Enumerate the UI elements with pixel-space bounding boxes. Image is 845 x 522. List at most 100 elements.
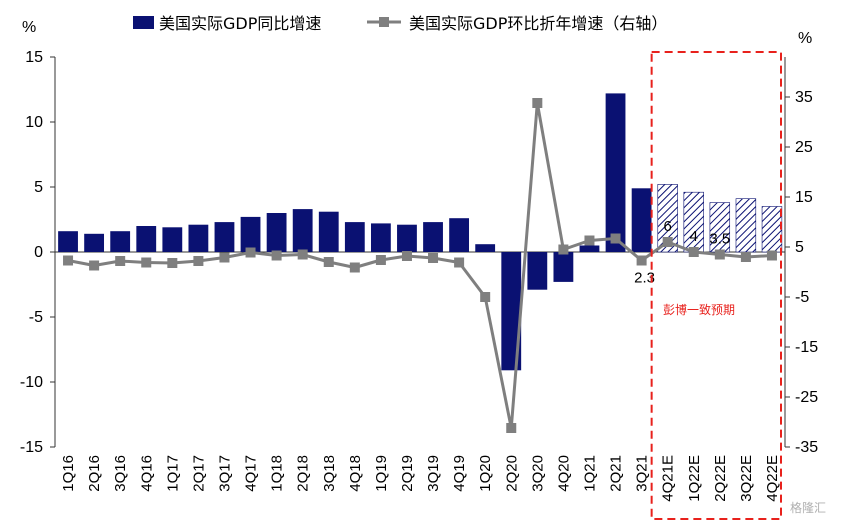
bar — [214, 222, 235, 252]
line-point — [584, 235, 595, 246]
bar — [501, 252, 522, 371]
bar — [475, 244, 496, 252]
category-label: 3Q19 — [425, 455, 442, 492]
bar — [188, 224, 209, 252]
bar — [136, 226, 157, 252]
category-label: 2Q22E — [712, 455, 729, 502]
line-point — [219, 252, 230, 263]
left-tick-label: -10 — [20, 374, 43, 391]
category-label: 1Q21 — [581, 455, 598, 492]
line-series-path — [67, 101, 773, 430]
data-label: 6 — [664, 218, 672, 235]
category-label: 1Q17 — [164, 455, 181, 492]
category-label: 2Q20 — [503, 455, 520, 492]
category-label: 3Q16 — [112, 455, 129, 492]
line-point — [401, 251, 412, 261]
left-tick-label: 5 — [34, 179, 43, 196]
category-label: 1Q22E — [686, 455, 703, 502]
line-point — [297, 249, 308, 260]
left-tick-label: 0 — [34, 244, 43, 261]
line-point — [662, 237, 673, 247]
right-tick-label: -15 — [795, 339, 818, 356]
left-tick-label: 10 — [25, 114, 43, 131]
category-label: 3Q17 — [216, 455, 233, 492]
category-label: 3Q22E — [738, 455, 755, 502]
left-tick-label: -5 — [29, 309, 43, 326]
line-point — [349, 262, 360, 273]
right-tick-label: -5 — [795, 289, 809, 306]
bar — [631, 188, 652, 252]
category-label: 3Q18 — [321, 455, 338, 492]
forecast-bar — [735, 198, 757, 253]
line-point — [480, 292, 491, 302]
category-label: 2Q17 — [190, 455, 207, 492]
line-point — [532, 98, 543, 108]
bar — [292, 209, 313, 252]
bar — [58, 231, 78, 252]
category-label: 3Q21 — [634, 455, 651, 492]
right-tick-label: 35 — [795, 89, 813, 106]
category-label: 1Q19 — [373, 455, 390, 492]
line-point — [245, 247, 256, 258]
line-point — [688, 247, 699, 257]
category-label: 4Q18 — [347, 455, 364, 492]
right-tick-label: 5 — [795, 239, 804, 256]
line-point — [740, 252, 751, 262]
category-label: 3Q20 — [529, 455, 546, 492]
left-tick-label: -15 — [20, 439, 43, 456]
category-label: 4Q20 — [555, 455, 572, 492]
left-axis-ticks: -15 -10 -5 0 5 10 15 — [20, 49, 55, 456]
bar — [397, 224, 417, 252]
category-label: 2Q21 — [608, 455, 625, 492]
bar — [370, 223, 391, 252]
bar — [553, 252, 574, 282]
line-point — [636, 255, 647, 266]
data-labels: 2.3 6 4 3.5 — [634, 218, 730, 287]
watermark: 格隆汇 — [790, 500, 826, 515]
category-label: 1Q20 — [477, 455, 494, 492]
line-point — [323, 257, 334, 267]
category-label: 4Q22E — [764, 455, 781, 502]
bar — [266, 213, 287, 252]
left-axis-unit: % — [22, 19, 36, 36]
line-series — [63, 98, 777, 433]
right-tick-label: 15 — [795, 189, 813, 206]
line-point — [766, 250, 777, 261]
forecast-bar — [657, 184, 678, 253]
line-point — [271, 250, 282, 261]
line-point — [610, 233, 621, 244]
line-point — [63, 255, 74, 266]
bar — [110, 231, 131, 252]
data-label: 4 — [690, 228, 698, 245]
line-point — [193, 256, 204, 266]
forecast-bar — [761, 206, 783, 253]
line-point — [375, 255, 386, 265]
line-point — [454, 257, 465, 268]
bar — [318, 211, 339, 252]
legend-bar-swatch — [133, 16, 154, 29]
legend: 美国实际GDP同比增速 美国实际GDP环比折年增速（右轴） — [133, 14, 667, 33]
bar — [579, 245, 600, 252]
right-axis-ticks: -35 -25 -15 -5 5 15 25 35 — [785, 89, 818, 456]
category-label: 2Q16 — [86, 455, 103, 492]
line-point — [89, 260, 100, 271]
data-label: 2.3 — [634, 270, 655, 287]
forecast-annotation: 彭博一致预期 — [663, 302, 735, 317]
right-tick-label: -35 — [795, 439, 818, 456]
category-label: 2Q19 — [399, 455, 416, 492]
forecast-highlight-box — [650, 51, 783, 520]
right-tick-label: 25 — [795, 139, 813, 156]
line-point — [167, 258, 178, 268]
right-axis-unit: % — [798, 30, 812, 47]
line-point — [506, 423, 517, 433]
category-label: 4Q17 — [243, 455, 260, 492]
category-label: 2Q18 — [295, 455, 312, 492]
bar — [344, 222, 365, 252]
bar — [527, 252, 548, 290]
category-label: 4Q19 — [451, 455, 468, 492]
right-tick-label: -25 — [795, 389, 818, 406]
bar — [162, 227, 183, 252]
legend-bar-label: 美国实际GDP同比增速 — [159, 14, 321, 33]
